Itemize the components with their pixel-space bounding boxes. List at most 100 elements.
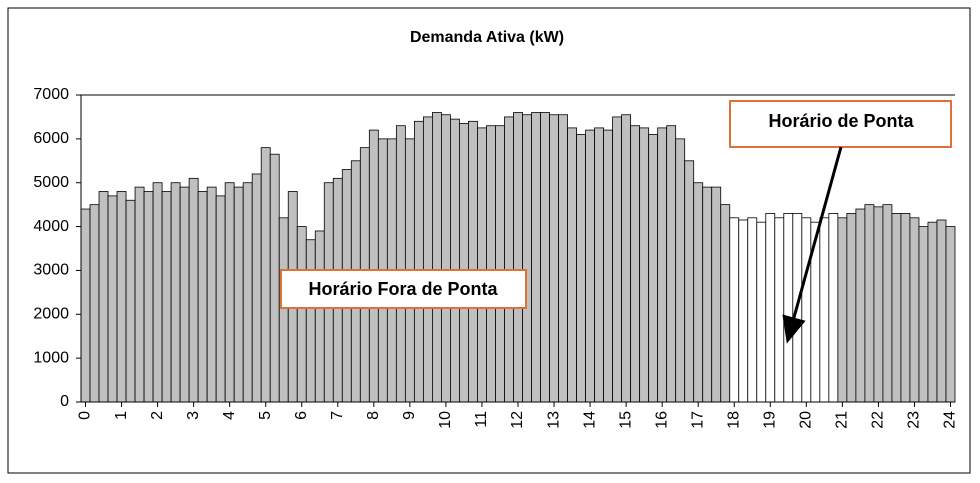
bar — [684, 160, 695, 403]
bar — [296, 226, 307, 403]
bar — [864, 204, 875, 403]
bar — [242, 182, 253, 403]
x-tick-label: 16 — [653, 411, 670, 429]
bar — [260, 147, 271, 403]
x-tick-label: 9 — [401, 411, 418, 420]
y-tick-label: 0 — [60, 393, 69, 410]
bar — [305, 239, 316, 403]
bar — [197, 191, 208, 403]
bar — [549, 114, 559, 403]
x-tick-label: 13 — [545, 411, 562, 429]
bar — [540, 112, 550, 403]
annotation-box — [280, 269, 527, 309]
bar — [422, 116, 433, 403]
bar — [648, 134, 659, 403]
bar — [765, 213, 776, 403]
bar — [80, 208, 91, 403]
bar — [657, 127, 668, 403]
bar — [504, 116, 514, 403]
x-tick-label: 10 — [437, 411, 454, 429]
bar — [558, 114, 568, 403]
bar — [116, 191, 127, 403]
bar — [882, 204, 893, 403]
bar — [450, 118, 460, 403]
y-tick-label: 3000 — [33, 262, 69, 279]
x-tick-label: 24 — [942, 411, 959, 429]
bar — [459, 123, 469, 403]
frame — [7, 7, 971, 474]
x-tick-label: 12 — [509, 411, 526, 429]
bar — [269, 153, 280, 403]
bar — [846, 213, 857, 403]
x-tick-label: 20 — [798, 411, 815, 429]
bar — [774, 217, 785, 403]
bar — [233, 186, 244, 403]
arrow — [782, 146, 843, 344]
bar — [495, 125, 505, 403]
bar — [702, 186, 713, 403]
x-tick-label: 2 — [149, 411, 166, 420]
bar — [639, 127, 650, 403]
x-tick-label: 8 — [365, 411, 382, 420]
bar — [738, 219, 749, 403]
bar — [819, 217, 830, 403]
bar — [891, 213, 902, 403]
chart-title: Demanda Ativa (kW) — [410, 29, 564, 46]
bar — [513, 112, 523, 403]
x-tick-label: 23 — [906, 411, 923, 429]
bar — [945, 226, 956, 403]
bar — [432, 112, 442, 403]
bar — [828, 213, 839, 403]
y-tick-label: 7000 — [33, 86, 69, 103]
bar — [251, 173, 262, 403]
x-tick-label: 7 — [329, 411, 346, 420]
bar — [567, 127, 577, 403]
x-tick-label: 22 — [870, 411, 887, 429]
bar — [873, 206, 884, 403]
bar — [161, 191, 172, 403]
bar — [909, 217, 920, 403]
bar — [278, 217, 289, 403]
bar — [143, 191, 154, 403]
y-tick-label: 1000 — [33, 349, 69, 366]
bar — [666, 125, 677, 403]
bar — [693, 182, 704, 403]
bar — [918, 226, 929, 403]
y-tick-label: 6000 — [33, 130, 69, 147]
bar — [179, 186, 190, 403]
bar — [801, 217, 812, 403]
x-tick-label: 5 — [257, 411, 274, 420]
bar — [107, 195, 118, 403]
bar — [837, 217, 848, 403]
x-tick-label: 19 — [762, 411, 779, 429]
bar — [468, 120, 478, 403]
bar — [125, 199, 136, 403]
bar — [630, 125, 641, 403]
bar — [441, 114, 451, 403]
x-tick-label: 15 — [617, 411, 634, 429]
annotation: Horário de Ponta — [768, 111, 914, 131]
bar — [783, 213, 794, 403]
bar — [152, 182, 163, 403]
bar — [531, 112, 541, 403]
x-tick-label: 6 — [293, 411, 310, 420]
x-tick-label: 0 — [77, 411, 94, 420]
bar — [98, 191, 109, 403]
x-tick-label: 21 — [834, 411, 851, 429]
bar — [522, 114, 532, 403]
x-tick-label: 18 — [725, 411, 742, 429]
bar — [612, 116, 623, 403]
bar — [314, 230, 325, 403]
bar — [711, 186, 722, 403]
bar — [621, 114, 632, 403]
bar — [729, 217, 740, 403]
bar — [756, 221, 767, 403]
x-tick-label: 17 — [689, 411, 706, 429]
bar — [134, 186, 145, 403]
bar — [170, 182, 181, 403]
x-tick-label: 1 — [113, 411, 130, 420]
bar — [675, 138, 686, 403]
bar — [413, 120, 424, 403]
